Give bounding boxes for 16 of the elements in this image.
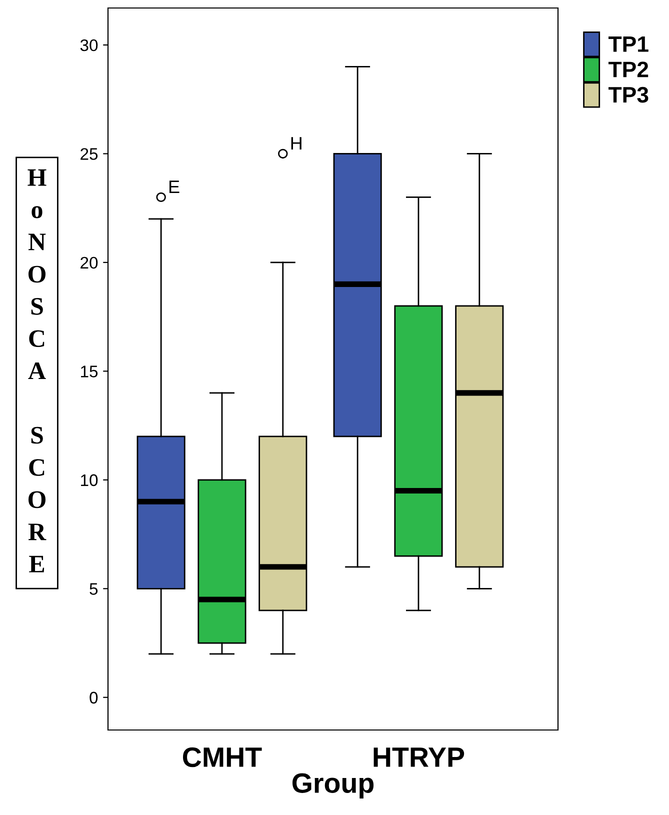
y-tick-label: 10 [81,474,98,486]
y-tick-label: 0 [90,692,98,704]
annotation: E [169,180,180,194]
x-axis-title: Group [292,773,374,798]
legend-label: TP3 [608,86,648,103]
y-tick-label: 25 [80,148,98,160]
y-tick-label: 5 [90,583,98,595]
y-tick-label: 15 [81,366,98,378]
legend-label: TP2 [608,62,648,78]
annotation: H [291,137,302,150]
y-tick-label: 20 [80,256,98,269]
x-tick-label: HTRYP [374,748,464,767]
y-tick-label: 30 [80,39,98,52]
text: HoNOSCA SCORE [28,169,46,572]
x-tick-label: CMHT [183,747,262,768]
legend-label: TP1 [608,36,648,52]
